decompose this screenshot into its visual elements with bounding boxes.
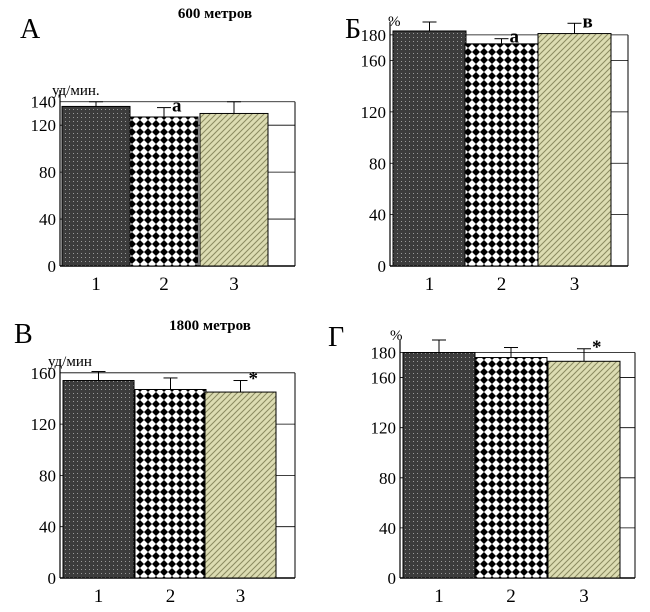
panel-d-xtick-label: 3 [579,586,589,607]
panel-d-plot: 0 40 80 120 160 180 1 2 * 3 [371,337,636,607]
panel-b-xtick-label: 3 [570,274,580,295]
panel-c-letter: В [14,319,33,350]
panel-b-bar-2 [464,43,539,267]
panel-b-xtick-label: 2 [497,274,507,295]
panel-b-ytick-label: 0 [378,257,387,276]
panel-c-ytick-label: 40 [39,518,56,537]
panel-c-bar-2 [134,388,207,579]
panel-c-xtick-label: 1 [94,586,104,607]
panel-d-bar-2 [474,357,548,579]
panel-b-ytick-label: 40 [369,206,386,225]
panel-c-title: 1800 метров [169,318,251,334]
panel-a-ytick-label: 40 [39,210,56,229]
panel-b-xtick-label: 1 [425,274,435,295]
panel-a-annotation: а [172,96,182,117]
panel-d-ytick-label: 40 [379,519,396,538]
panel-d-bar-3 [547,360,621,579]
panel-c-ytick-label: 80 [39,466,56,485]
panel-a-letter: А [20,14,41,45]
panel-a-bar-3 [199,112,269,267]
panel-b-ytick-label: 120 [361,103,387,122]
panel-d-ytick-label: 120 [371,419,397,438]
panel-d-letter: Г [328,322,344,353]
panel-c-xtick-label: 3 [236,586,246,607]
panel-b: Б % [345,14,401,45]
panel-b-ylabel: % [388,14,401,30]
panel-b-bar-3 [537,33,612,267]
panel-a-ytick-label: 120 [31,116,57,135]
panel-a-title: 600 метров [178,6,252,22]
panel-b-plot: 0 40 80 120 160 180 1 а 2 в 3 [361,11,629,295]
panel-a-xtick-label: 1 [91,274,101,295]
panel-d-ytick-label: 160 [371,369,397,388]
panel-d-ylabel: % [390,328,403,344]
panel-a-ytick-label: 80 [39,163,56,182]
panel-a-bar-2 [129,116,199,267]
panel-c-bar-1 [62,380,135,579]
panel-c: В 1800 метров уд/мин [14,318,251,370]
panel-d-xtick-label: 2 [506,586,516,607]
panel-d: Г % [328,322,403,353]
panel-c-ytick-label: 0 [48,569,57,588]
panel-a: А 600 метров уд/мин. [20,6,252,99]
panel-a-plot: 0 40 80 120 140 1 а 2 3 [31,90,296,295]
panel-c-annotation: * [249,369,259,390]
panel-d-bar-1 [402,352,476,579]
panel-a-bar-1 [61,105,131,267]
panel-b-bar-1 [392,30,467,267]
panel-b-ytick-label: 80 [369,154,386,173]
panel-c-ylabel: уд/мин [48,354,92,370]
panel-a-xtick-label: 2 [159,274,169,295]
panel-c-ytick-label: 120 [31,415,57,434]
panel-c-plot: 0 40 80 120 160 1 2 * 3 [31,360,296,607]
panel-c-xtick-label: 2 [166,586,176,607]
panel-a-ylabel: уд/мин. [52,83,100,99]
panel-b-annotation: в [583,11,593,32]
panel-b-letter: Б [345,14,361,45]
panel-b-ytick-label: 180 [361,26,387,45]
panel-a-ytick-label: 140 [31,93,57,112]
panel-d-ytick-label: 80 [379,469,396,488]
panel-d-ytick-label: 0 [388,569,397,588]
panel-d-ytick-label: 180 [371,344,397,363]
panel-d-annotation: * [592,337,602,358]
panel-c-bar-3 [204,391,277,579]
panel-d-xtick-label: 1 [434,586,444,607]
panel-b-ytick-label: 160 [361,52,387,71]
panel-b-annotation: а [510,27,520,48]
panel-a-ytick-label: 0 [48,257,57,276]
panel-c-ytick-label: 160 [31,364,57,383]
panel-a-xtick-label: 3 [229,274,239,295]
